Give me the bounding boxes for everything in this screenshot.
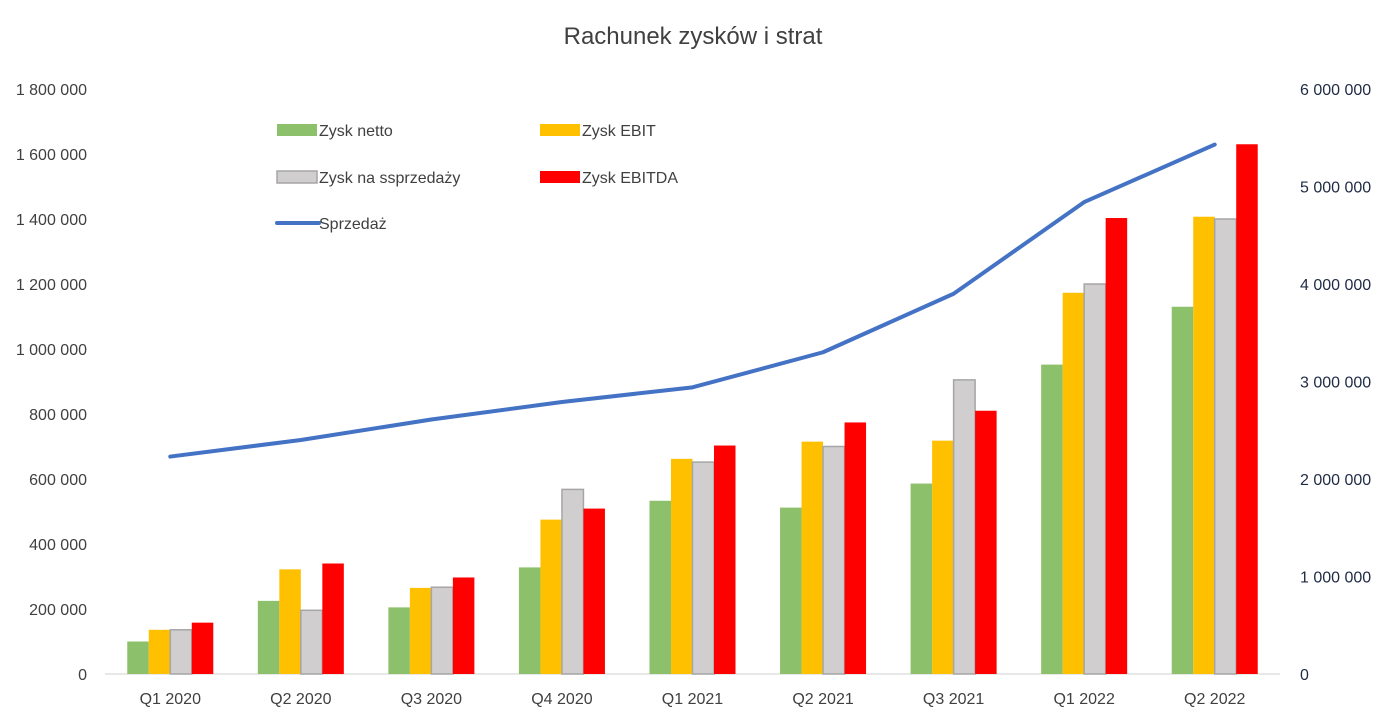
bar: [430, 586, 454, 675]
legend-swatch: [277, 124, 317, 136]
bar: [1105, 218, 1128, 674]
bar: [388, 607, 410, 674]
legend-label: Zysk na ssprzedaży: [319, 170, 460, 187]
bar: [671, 458, 693, 674]
y-right-tick-label: 0: [1300, 667, 1309, 684]
bar: [561, 488, 585, 675]
bar: [952, 379, 976, 675]
bar: [169, 629, 193, 675]
bar: [148, 629, 171, 674]
bar: [127, 641, 149, 674]
y-right-tick-label: 3 000 000: [1300, 375, 1371, 392]
left-axis-ticks: 0 200 000 400 000 600 000 800 000 1 000 000 1 …: [16, 82, 87, 684]
bar: [649, 500, 671, 674]
bar: [583, 508, 605, 674]
y-left-tick-label: 200 000: [29, 602, 87, 619]
legend-item: Zysk na ssprzedaży: [276, 170, 460, 187]
y-right-tick-label: 4 000 000: [1300, 277, 1371, 294]
y-left-tick-label: 400 000: [29, 537, 87, 554]
legend: Zysk netto Zysk EBIT Zysk na ssprzedaży Zys…: [275, 123, 678, 233]
y-left-tick-label: 1 600 000: [16, 147, 87, 164]
bar: [1213, 218, 1237, 675]
x-tick-label: Q4 2020: [531, 691, 592, 708]
y-right-tick-label: 6 000 000: [1300, 82, 1371, 99]
y-left-tick-label: 1 800 000: [16, 82, 87, 99]
bar: [975, 410, 997, 674]
bar: [540, 519, 562, 674]
x-tick-label: Q2 2021: [792, 691, 853, 708]
bar: [691, 461, 715, 675]
bar-series-group: [127, 144, 1258, 675]
bar: [257, 600, 280, 674]
bar: [191, 622, 214, 674]
y-right-tick-label: 5 000 000: [1300, 180, 1371, 197]
bar: [1171, 306, 1194, 674]
legend-label: Zysk EBITDA: [582, 170, 678, 187]
legend-item: Zysk EBIT: [540, 123, 656, 140]
bar: [910, 483, 933, 674]
x-axis: Q1 2020 Q2 2020 Q3 2020 Q4 2020 Q1 2021 Q2 20…: [105, 673, 1280, 708]
bar-series: [169, 218, 1237, 675]
bar: [714, 445, 736, 674]
bar: [822, 445, 846, 675]
bar-series: [191, 144, 1258, 674]
y-left-tick-label: 600 000: [29, 472, 87, 489]
x-tick-label: Q1 2022: [1053, 691, 1114, 708]
y-left-tick-label: 1 000 000: [16, 342, 87, 359]
bar: [844, 422, 867, 674]
chart-title: Rachunek zysków i strat: [564, 23, 823, 50]
bar: [279, 569, 301, 674]
bar: [1083, 283, 1107, 675]
x-tick-label: Q1 2020: [140, 691, 201, 708]
legend-item: Sprzedaż: [275, 216, 387, 233]
bar-series: [148, 216, 1215, 674]
bar: [322, 563, 344, 674]
y-left-tick-label: 1 200 000: [16, 277, 87, 294]
bar: [1193, 216, 1215, 674]
legend-label: Sprzedaż: [319, 216, 387, 233]
legend-item: Zysk EBITDA: [540, 170, 678, 187]
bar: [1062, 292, 1085, 674]
legend-swatch: [540, 171, 580, 183]
legend-swatch: [540, 124, 580, 136]
legend-swatch: [276, 170, 318, 184]
x-tick-label: Q3 2020: [401, 691, 462, 708]
bar: [1236, 144, 1258, 674]
bar: [452, 577, 475, 674]
bar: [300, 609, 324, 675]
bar: [801, 441, 824, 674]
y-left-tick-label: 0: [78, 667, 87, 684]
x-tick-label: Q2 2022: [1184, 691, 1245, 708]
bar: [518, 567, 541, 674]
x-tick-label: Q2 2020: [270, 691, 331, 708]
bar: [409, 587, 432, 674]
y-right-tick-label: 2 000 000: [1300, 472, 1371, 489]
legend-label: Zysk netto: [319, 123, 393, 140]
legend-label: Zysk EBIT: [582, 123, 656, 140]
y-left-tick-label: 800 000: [29, 407, 87, 424]
y-left-tick-label: 1 400 000: [16, 212, 87, 229]
y-right-tick-label: 1 000 000: [1300, 570, 1371, 587]
x-tick-label: Q1 2021: [662, 691, 723, 708]
x-tick-label: Q3 2021: [923, 691, 984, 708]
bar: [932, 440, 954, 674]
bar-series: [127, 306, 1194, 674]
bar: [1041, 364, 1063, 674]
line-series-group: [168, 142, 1217, 459]
right-axis-ticks: 0 1 000 000 2 000 000 3 000 000 4 000 000 5 0…: [1300, 82, 1371, 684]
legend-item: Zysk netto: [277, 123, 393, 140]
bar: [780, 507, 802, 674]
